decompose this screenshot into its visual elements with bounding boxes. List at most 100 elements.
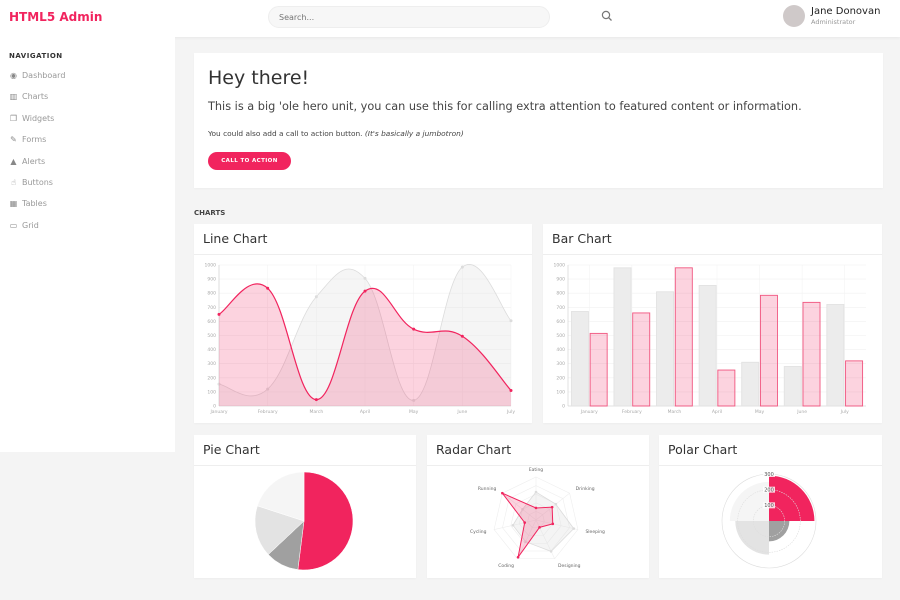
y-tick-label: 900 (207, 277, 216, 283)
data-point (266, 286, 270, 290)
polar-chart-card: Polar Chart 100 200 300 (659, 435, 882, 578)
y-tick-label: 100 (207, 389, 216, 395)
sidebar-item-charts[interactable]: ▥ Charts (9, 92, 159, 101)
y-tick-label: 400 (556, 347, 565, 353)
search-icon[interactable] (601, 10, 613, 22)
table-icon: ▦ (9, 199, 18, 209)
divider (427, 465, 649, 466)
radar-spoke (535, 519, 578, 530)
series-area (219, 264, 511, 406)
y-tick-label: 500 (207, 333, 216, 339)
card-title: Pie Chart (203, 442, 260, 457)
data-point (509, 319, 513, 323)
data-point (501, 491, 504, 495)
data-point (363, 289, 367, 293)
data-point (509, 388, 513, 392)
y-tick-label: 300 (207, 361, 216, 367)
brand-logo[interactable]: HTML5 Admin (9, 10, 103, 24)
data-point (524, 540, 527, 543)
radar-label: Running (478, 486, 497, 492)
line-chart: 0 100 200 300 400 500 600 700 800 900 1000 January F… (205, 263, 516, 416)
divider (194, 254, 532, 255)
radar-chart: Eating Drinking Sleeping Designing Coding Cyc… (470, 467, 605, 569)
x-tick-label: January (580, 409, 598, 415)
card-title: Polar Chart (668, 442, 738, 457)
x-tick-label: May (755, 409, 765, 415)
data-point (534, 490, 538, 494)
divider (659, 465, 882, 466)
hero-small-italic: (It's basically a jumbotron) (364, 129, 464, 138)
sidebar-item-label: Forms (22, 135, 47, 145)
radar-label: Eating (529, 467, 543, 473)
sidebar-item-widgets[interactable]: ❐ Widgets (9, 114, 159, 123)
bar (570, 311, 589, 407)
sidebar-item-alerts[interactable]: ▲ Alerts (9, 157, 159, 166)
y-tick-label: 0 (213, 404, 216, 410)
x-tick-label: March (309, 409, 323, 415)
sidebar-item-tables[interactable]: ▦ Tables (9, 199, 159, 208)
x-tick-label: February (258, 409, 278, 415)
radar-gridline (502, 485, 570, 552)
y-tick-label: 600 (556, 319, 565, 325)
radar-label: Drinking (576, 486, 595, 492)
data-point (534, 506, 538, 510)
x-tick-label: April (712, 409, 722, 415)
tick-backdrop (763, 502, 775, 509)
data-point (516, 555, 520, 559)
polar-tick-label: 100 (764, 503, 774, 509)
hero-title: Hey there! (208, 67, 310, 89)
data-point (266, 387, 270, 391)
x-tick-label: June (456, 409, 467, 415)
radar-series (500, 491, 554, 558)
avatar[interactable] (783, 5, 805, 27)
data-point (523, 521, 526, 524)
search-input[interactable] (268, 6, 550, 28)
y-tick-label: 700 (207, 305, 216, 311)
bar (656, 291, 675, 407)
sidebar: NAVIGATION ◉ Dashboard ▥ Charts ❐ Widgets ✎ For… (0, 37, 175, 452)
card-title: Line Chart (203, 231, 268, 246)
radar-series (512, 491, 575, 552)
pie-slice (257, 471, 305, 522)
data-point (460, 334, 464, 338)
bar (759, 294, 778, 407)
sidebar-item-dashboard[interactable]: ◉ Dashboard (9, 71, 159, 80)
y-tick-label: 500 (556, 333, 565, 339)
bar (674, 267, 693, 407)
hand-pointer-icon: ☝ (11, 178, 16, 187)
bar (802, 301, 821, 407)
y-tick-label: 1000 (205, 263, 217, 269)
nav-heading: NAVIGATION (9, 52, 63, 60)
call-to-action-button[interactable]: CALL TO ACTION (208, 152, 291, 170)
y-tick-label: 800 (556, 291, 565, 297)
line-chart-card: Line Chart 0 100 200 300 400 500 600 700 800 900 1… (194, 224, 532, 423)
y-tick-label: 1000 (554, 263, 566, 269)
radar-spoke (494, 519, 537, 530)
data-point (511, 523, 515, 527)
radar-gridline (518, 502, 554, 536)
data-point (314, 398, 318, 402)
polar-ring (737, 489, 801, 553)
divider (194, 465, 416, 466)
y-tick-label: 400 (207, 347, 216, 353)
data-point (554, 502, 558, 506)
y-tick-label: 200 (207, 375, 216, 381)
tick-backdrop (763, 471, 775, 477)
x-tick-label: March (668, 409, 682, 415)
bar (783, 366, 802, 407)
hero-small-text: You could also add a call to action butt… (208, 129, 363, 138)
pie-slice (297, 471, 354, 571)
data-point (550, 505, 554, 509)
y-tick-label: 0 (562, 404, 565, 410)
data-point (551, 522, 555, 526)
sidebar-item-forms[interactable]: ✎ Forms (9, 135, 159, 144)
polar-segment (729, 481, 769, 521)
sidebar-item-grid[interactable]: ▭ Grid (9, 221, 159, 230)
user-name[interactable]: Jane Donovan (811, 6, 881, 17)
radar-spoke (502, 492, 537, 521)
dashboard-icon: ◉ (10, 71, 17, 80)
sidebar-item-buttons[interactable]: ☝ Buttons (9, 178, 159, 187)
pie-chart-card: Pie Chart (194, 435, 416, 578)
data-point (549, 550, 553, 553)
radar-label: Sleeping (585, 529, 605, 535)
